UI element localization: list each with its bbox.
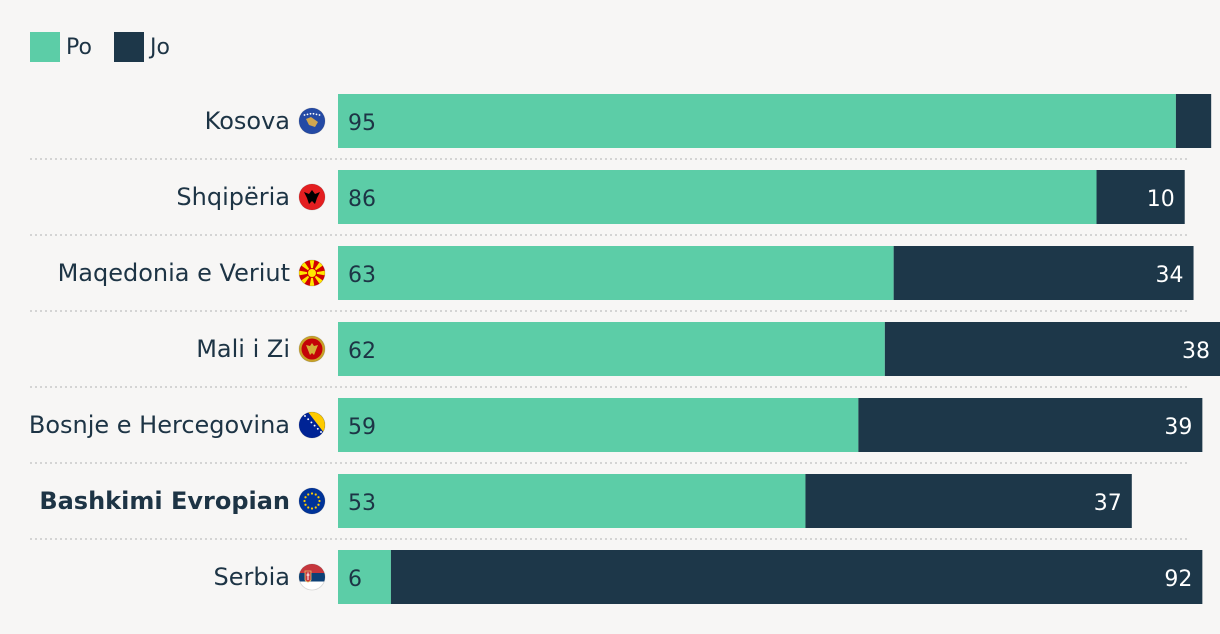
category-label: Maqedonia e Veriut <box>58 259 290 287</box>
category-label: Kosova <box>205 107 290 135</box>
data-label-po: 63 <box>348 263 376 288</box>
data-label-jo: 37 <box>1094 491 1122 516</box>
bar-jo <box>893 246 1194 300</box>
data-label-jo: 92 <box>1164 567 1192 592</box>
data-label-po: 86 <box>348 187 376 212</box>
data-label-jo: 10 <box>1147 187 1175 212</box>
bar-jo <box>1096 170 1185 224</box>
bar-po <box>338 170 1097 224</box>
bar-po <box>338 474 806 528</box>
bar-jo <box>390 550 1203 604</box>
category-label: Mali i Zi <box>196 335 290 363</box>
data-label-po: 53 <box>348 491 376 516</box>
bar-jo <box>884 322 1220 376</box>
bar-po <box>338 398 859 452</box>
bar-jo <box>1175 94 1212 148</box>
north-macedonia-flag-icon <box>298 259 326 287</box>
category-label: Bosnje e Hercegovina <box>29 411 290 439</box>
bar-po <box>338 246 894 300</box>
data-label-po: 6 <box>348 567 362 592</box>
montenegro-flag-icon <box>298 335 326 363</box>
bar-jo <box>805 474 1132 528</box>
data-label-po: 59 <box>348 415 376 440</box>
bosnia-flag-icon <box>298 411 326 439</box>
serbia-flag-icon <box>298 563 326 591</box>
data-label-jo: 38 <box>1182 339 1210 364</box>
legend-item-jo: Jo <box>113 32 170 62</box>
bar-po <box>338 94 1176 148</box>
kosovo-flag-icon <box>298 107 326 135</box>
eu-flag-icon <box>298 487 326 515</box>
data-label-po: 62 <box>348 339 376 364</box>
category-label: Serbia <box>214 563 290 591</box>
category-label: Bashkimi Evropian <box>39 487 290 515</box>
legend-label-po: Po <box>66 34 92 60</box>
data-label-jo: 34 <box>1156 263 1184 288</box>
bar-po <box>338 550 391 604</box>
bar-jo <box>858 398 1203 452</box>
data-label-jo: 39 <box>1164 415 1192 440</box>
legend-swatch-po <box>30 32 60 62</box>
data-label-po: 95 <box>348 111 376 136</box>
legend: Po Jo <box>30 30 192 64</box>
legend-swatch-jo <box>113 32 144 62</box>
category-label: Shqipëria <box>176 183 290 211</box>
legend-item-po: Po <box>30 32 92 62</box>
bar-po <box>338 322 885 376</box>
albania-flag-icon <box>298 183 326 211</box>
legend-label-jo: Jo <box>149 34 170 60</box>
